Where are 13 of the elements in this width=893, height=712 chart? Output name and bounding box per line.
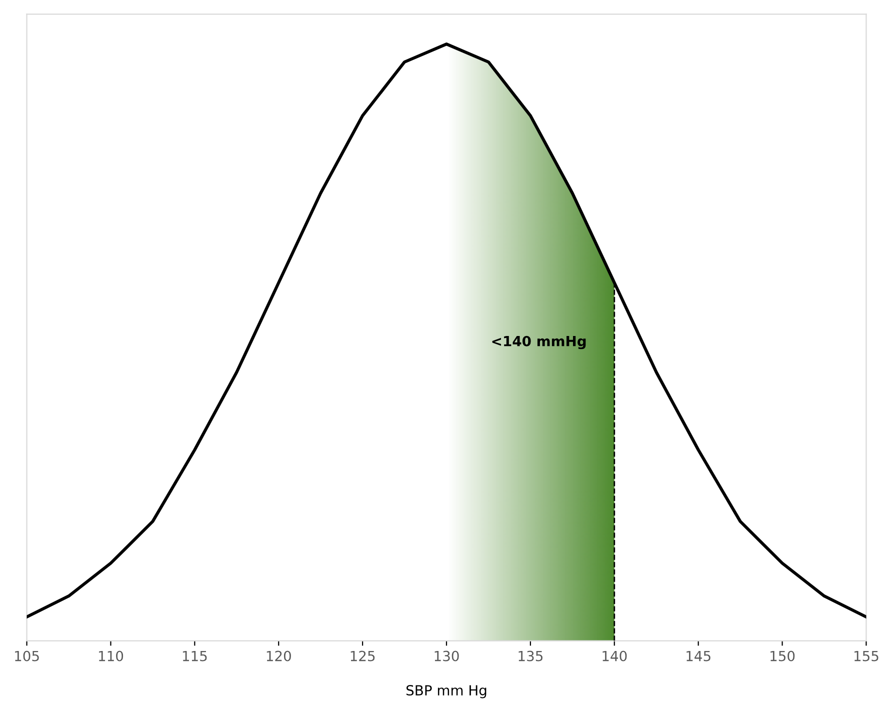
x-tick-label: 125 bbox=[350, 650, 375, 662]
band-label: <140 mmHg bbox=[492, 336, 586, 350]
x-tick-label: 105 bbox=[15, 650, 39, 662]
x-tick-label: 130 bbox=[434, 650, 459, 662]
x-tick-label: 155 bbox=[854, 650, 878, 662]
x-tick-label: 115 bbox=[182, 650, 207, 662]
x-tick-label: 120 bbox=[266, 650, 291, 662]
x-axis-title: SBP mm Hg bbox=[406, 685, 486, 698]
x-tick-label: 110 bbox=[99, 650, 124, 662]
x-tick-label: 145 bbox=[686, 650, 710, 662]
x-tick-label: 140 bbox=[602, 650, 627, 662]
x-tick-label: 150 bbox=[770, 650, 795, 662]
x-tick-label: 135 bbox=[518, 650, 542, 662]
